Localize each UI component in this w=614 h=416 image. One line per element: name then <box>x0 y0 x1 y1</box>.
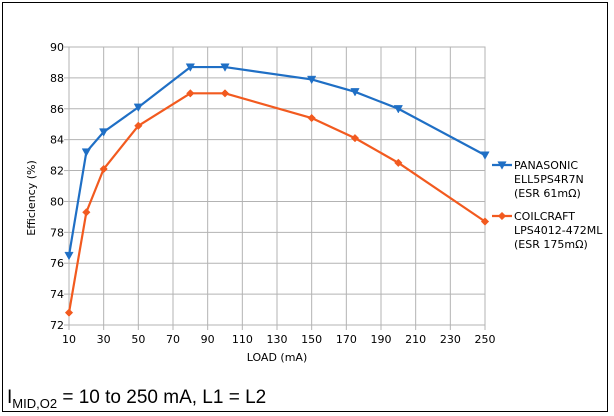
legend-label-line: PANASONIC <box>514 159 578 172</box>
x-tick-label: 70 <box>166 333 180 346</box>
caption: IMID,O2 = 10 to 250 mA, L1 = L2 <box>7 387 266 411</box>
x-tick-label: 250 <box>475 333 496 346</box>
x-tick-label: 210 <box>405 333 426 346</box>
x-tick-label: 110 <box>232 333 253 346</box>
series-1 <box>64 63 490 261</box>
y-tick-label: 82 <box>50 165 64 178</box>
x-tick-label: 10 <box>62 333 76 346</box>
data-point-marker <box>350 88 360 97</box>
caption-subscript: MID,O2 <box>12 395 58 411</box>
legend-label-line: (ESR 61mΩ) <box>514 187 581 200</box>
y-tick-label: 74 <box>50 288 64 301</box>
y-tick-label: 88 <box>50 72 64 85</box>
caption-text: = 10 to 250 mA, L1 = L2 <box>57 387 267 408</box>
series-line <box>67 65 486 256</box>
y-tick-label: 78 <box>50 226 64 239</box>
data-point-marker <box>480 151 490 160</box>
y-tick-label: 86 <box>50 103 64 116</box>
legend-label-line: COILCRAFT <box>514 210 575 223</box>
data-point-marker <box>186 89 195 98</box>
data-point-marker <box>134 121 143 130</box>
data-point-marker <box>350 133 360 143</box>
legend-label-line: ELL5PS4R7N <box>514 173 584 186</box>
data-point-marker <box>307 113 316 123</box>
x-tick-label: 150 <box>301 333 322 346</box>
x-tick-label: 230 <box>440 333 461 346</box>
y-axis-title: Efficiency (%) <box>25 160 38 236</box>
y-tick-label: 80 <box>50 195 64 208</box>
legend-label-line: LPS4012-472ML <box>514 224 603 237</box>
data-point-marker <box>394 158 403 167</box>
data-point-marker <box>64 251 74 261</box>
data-point-marker <box>185 63 195 72</box>
data-point-marker <box>133 103 143 112</box>
data-point-marker <box>81 148 91 157</box>
x-tick-labels: 10 30 50 70 90 110 130 150 170 190 210 230 250 <box>62 333 496 346</box>
data-point-marker <box>480 217 490 226</box>
grid <box>64 46 486 330</box>
efficiency-chart: 72 74 76 78 80 82 84 86 88 90 10 30 50 70 90 110 130 150… <box>25 41 603 364</box>
data-point-marker <box>99 164 108 174</box>
data-point-marker <box>220 63 230 72</box>
y-tick-label: 76 <box>50 257 64 270</box>
plot-area <box>68 46 486 326</box>
figure-frame: 72 74 76 78 80 82 84 86 88 90 10 30 50 70 90 110 130 150… <box>2 2 608 412</box>
y-tick-label: 90 <box>50 41 64 54</box>
data-point-marker <box>220 89 230 98</box>
x-tick-label: 190 <box>371 333 392 346</box>
caption-symbol: I <box>7 387 13 408</box>
data-point-marker <box>393 105 403 114</box>
data-point-marker <box>82 208 91 217</box>
x-tick-label: 170 <box>336 333 357 346</box>
x-axis-title: LOAD (mA) <box>247 351 308 364</box>
data-point-marker <box>99 128 109 137</box>
series-line <box>67 92 486 313</box>
data-point-marker <box>497 161 507 170</box>
data-point-marker <box>497 211 507 221</box>
data-point-marker <box>64 308 74 317</box>
series <box>64 63 490 317</box>
legend-label-line: (ESR 175mΩ) <box>514 238 588 251</box>
y-tick-labels: 72 74 76 78 80 82 84 86 88 90 <box>50 41 64 332</box>
y-tick-label: 72 <box>50 319 64 332</box>
series-2 <box>64 89 490 317</box>
x-tick-label: 50 <box>131 333 145 346</box>
y-tick-label: 84 <box>50 134 64 147</box>
x-tick-label: 90 <box>201 333 215 346</box>
x-tick-label: 130 <box>267 333 288 346</box>
data-point-marker <box>307 75 317 85</box>
x-tick-label: 30 <box>97 333 111 346</box>
